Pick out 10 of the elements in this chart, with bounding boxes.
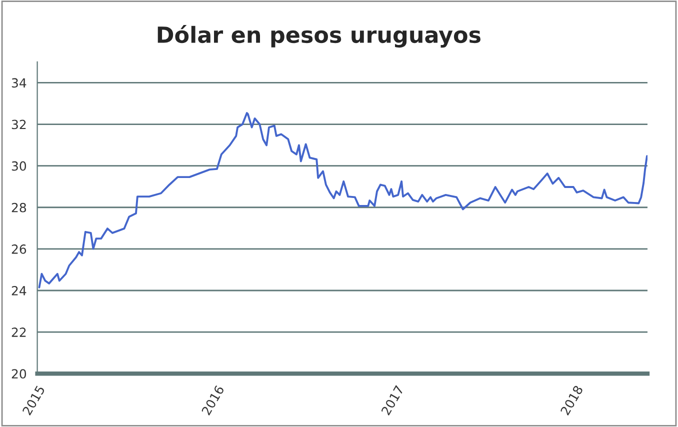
y-tick-label: 30 bbox=[12, 161, 26, 171]
line-series bbox=[38, 112, 648, 288]
y-tick-label: 22 bbox=[12, 328, 26, 337]
y-tick-label: 34 bbox=[12, 78, 26, 88]
y-tick-label: 20 bbox=[12, 369, 26, 379]
y-tick-label: 26 bbox=[12, 244, 26, 254]
y-tick-label: 28 bbox=[12, 202, 26, 212]
chart-title: Dólar en pesos uruguayos bbox=[158, 25, 480, 48]
y-tick-label: 24 bbox=[12, 286, 26, 296]
y-tick-label: 32 bbox=[12, 120, 26, 130]
